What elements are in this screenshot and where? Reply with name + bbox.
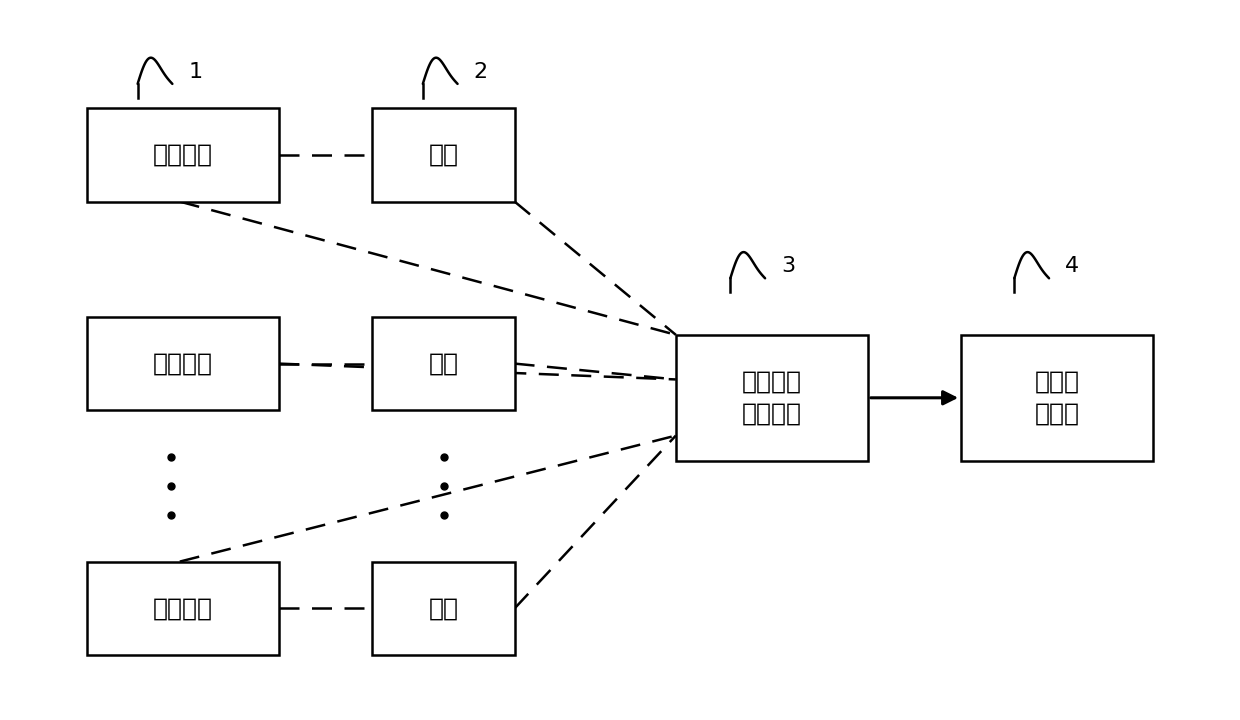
Bar xyxy=(372,108,515,202)
Text: 2: 2 xyxy=(474,62,487,82)
Text: 服务器
数据库: 服务器 数据库 xyxy=(1034,370,1080,426)
Text: 3: 3 xyxy=(781,256,795,276)
Bar xyxy=(87,108,279,202)
Bar xyxy=(87,317,279,410)
Bar xyxy=(961,335,1153,461)
Text: 门锁: 门锁 xyxy=(428,596,459,621)
Bar xyxy=(676,335,868,461)
Text: 4: 4 xyxy=(1065,256,1079,276)
Text: 光子钥匙: 光子钥匙 xyxy=(153,596,213,621)
Text: 光子钥匙: 光子钥匙 xyxy=(153,143,213,167)
Text: 门锁: 门锁 xyxy=(428,351,459,376)
Text: 1: 1 xyxy=(188,62,202,82)
Bar xyxy=(372,562,515,655)
Text: 光子钥匙: 光子钥匙 xyxy=(153,351,213,376)
Bar xyxy=(372,317,515,410)
Bar xyxy=(87,562,279,655)
Text: 无线网络
接收装置: 无线网络 接收装置 xyxy=(742,370,802,426)
Text: 门锁: 门锁 xyxy=(428,143,459,167)
